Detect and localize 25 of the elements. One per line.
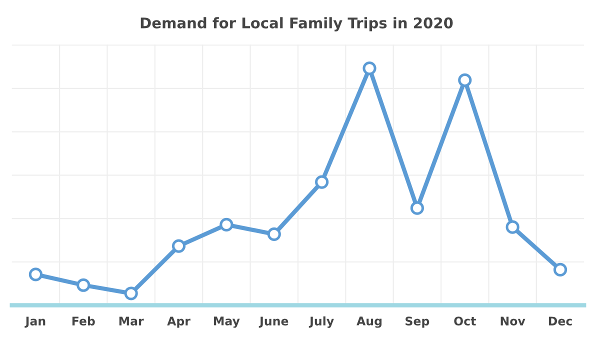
point: [220, 218, 234, 232]
point: [172, 239, 186, 253]
x-tick-label: Aug: [356, 316, 382, 328]
point: [506, 220, 520, 234]
x-tick-label: Jan: [24, 316, 46, 328]
point: [410, 201, 424, 215]
x-tick-label: Sep: [406, 316, 430, 328]
x-tick-label: Mar: [119, 316, 144, 326]
point: [458, 73, 472, 87]
x-tick-label: Nov: [500, 316, 526, 326]
x-tick-label: May: [214, 316, 240, 328]
point: [315, 175, 329, 189]
x-tick-label: June: [258, 316, 288, 328]
chart-title: Demand for Local Family Trips in 2020: [140, 17, 453, 32]
x-tick-label: July: [308, 316, 334, 328]
point: [124, 286, 138, 300]
point: [553, 262, 568, 277]
point: [267, 227, 281, 241]
x-tick-label: Dec: [548, 316, 572, 326]
x-tick-label: Apr: [167, 316, 190, 328]
x-tick-label: Oct: [454, 316, 476, 326]
point: [28, 268, 43, 282]
x-tick-label: Feb: [72, 316, 95, 326]
point: [76, 278, 90, 292]
point: [362, 61, 376, 76]
